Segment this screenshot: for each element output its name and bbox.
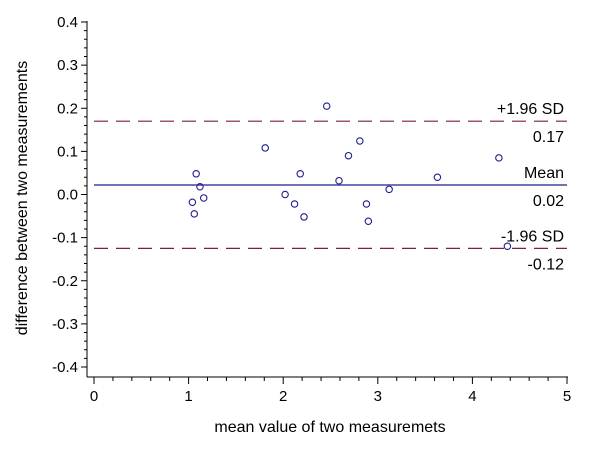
data-point (281, 190, 289, 199)
reference-line-value: -0.12 (528, 256, 565, 273)
data-point (364, 217, 373, 225)
x-tick-label: 3 (374, 388, 382, 405)
x-tick-label: 4 (468, 388, 476, 405)
data-point (495, 154, 503, 162)
y-tick-label: -0.2 (52, 273, 78, 290)
y-tick-label: -0.3 (52, 316, 78, 333)
x-tick-label: 0 (90, 388, 98, 405)
reference-lines: +1.96 SD 0.17 Mean 0.02 -1.96 SD -0.12 (94, 101, 567, 273)
data-points (188, 102, 512, 251)
data-point (296, 170, 304, 178)
x-tick-label: 5 (563, 388, 571, 405)
reference-line-label: +1.96 SD (497, 101, 564, 118)
y-tick-label: 0.4 (57, 14, 78, 31)
y-tick-label: 0.2 (57, 100, 78, 117)
data-point (192, 170, 200, 178)
data-point (290, 200, 299, 208)
data-point (188, 198, 197, 207)
data-point (261, 144, 269, 152)
y-tick-label: -0.1 (52, 230, 78, 247)
data-point (362, 200, 371, 208)
x-tick-label: 1 (184, 388, 192, 405)
data-point (196, 182, 204, 191)
y-tick-label: 0.3 (57, 57, 78, 74)
reference-line-value: 0.17 (533, 129, 564, 146)
reference-line-label: -1.96 SD (501, 228, 564, 245)
data-point (385, 185, 393, 194)
data-point (300, 213, 308, 221)
x-tick-label: 2 (279, 388, 287, 405)
data-point (199, 194, 208, 202)
reference-line-value: 0.02 (533, 193, 564, 210)
y-tick-label: 0.1 (57, 143, 78, 160)
x-axis-label: mean value of two measuremets (214, 419, 445, 436)
x-axis-ticks: 0 1 2 3 4 5 (90, 377, 571, 405)
data-point (503, 242, 512, 251)
data-point (335, 176, 343, 185)
y-tick-label: -0.4 (52, 359, 78, 376)
y-tick-label: 0.0 (57, 187, 78, 204)
reference-line-label: Mean (524, 165, 564, 182)
data-point (344, 151, 353, 160)
data-point (322, 102, 331, 110)
data-point (190, 210, 199, 218)
data-point (356, 137, 364, 145)
data-point (433, 173, 442, 182)
y-axis-label: difference between two measurements (14, 61, 31, 336)
y-axis-ticks: 0.4 0.3 0.2 0.1 0.0 -0.1 -0.2 -0.3 -0.4 (52, 14, 87, 376)
